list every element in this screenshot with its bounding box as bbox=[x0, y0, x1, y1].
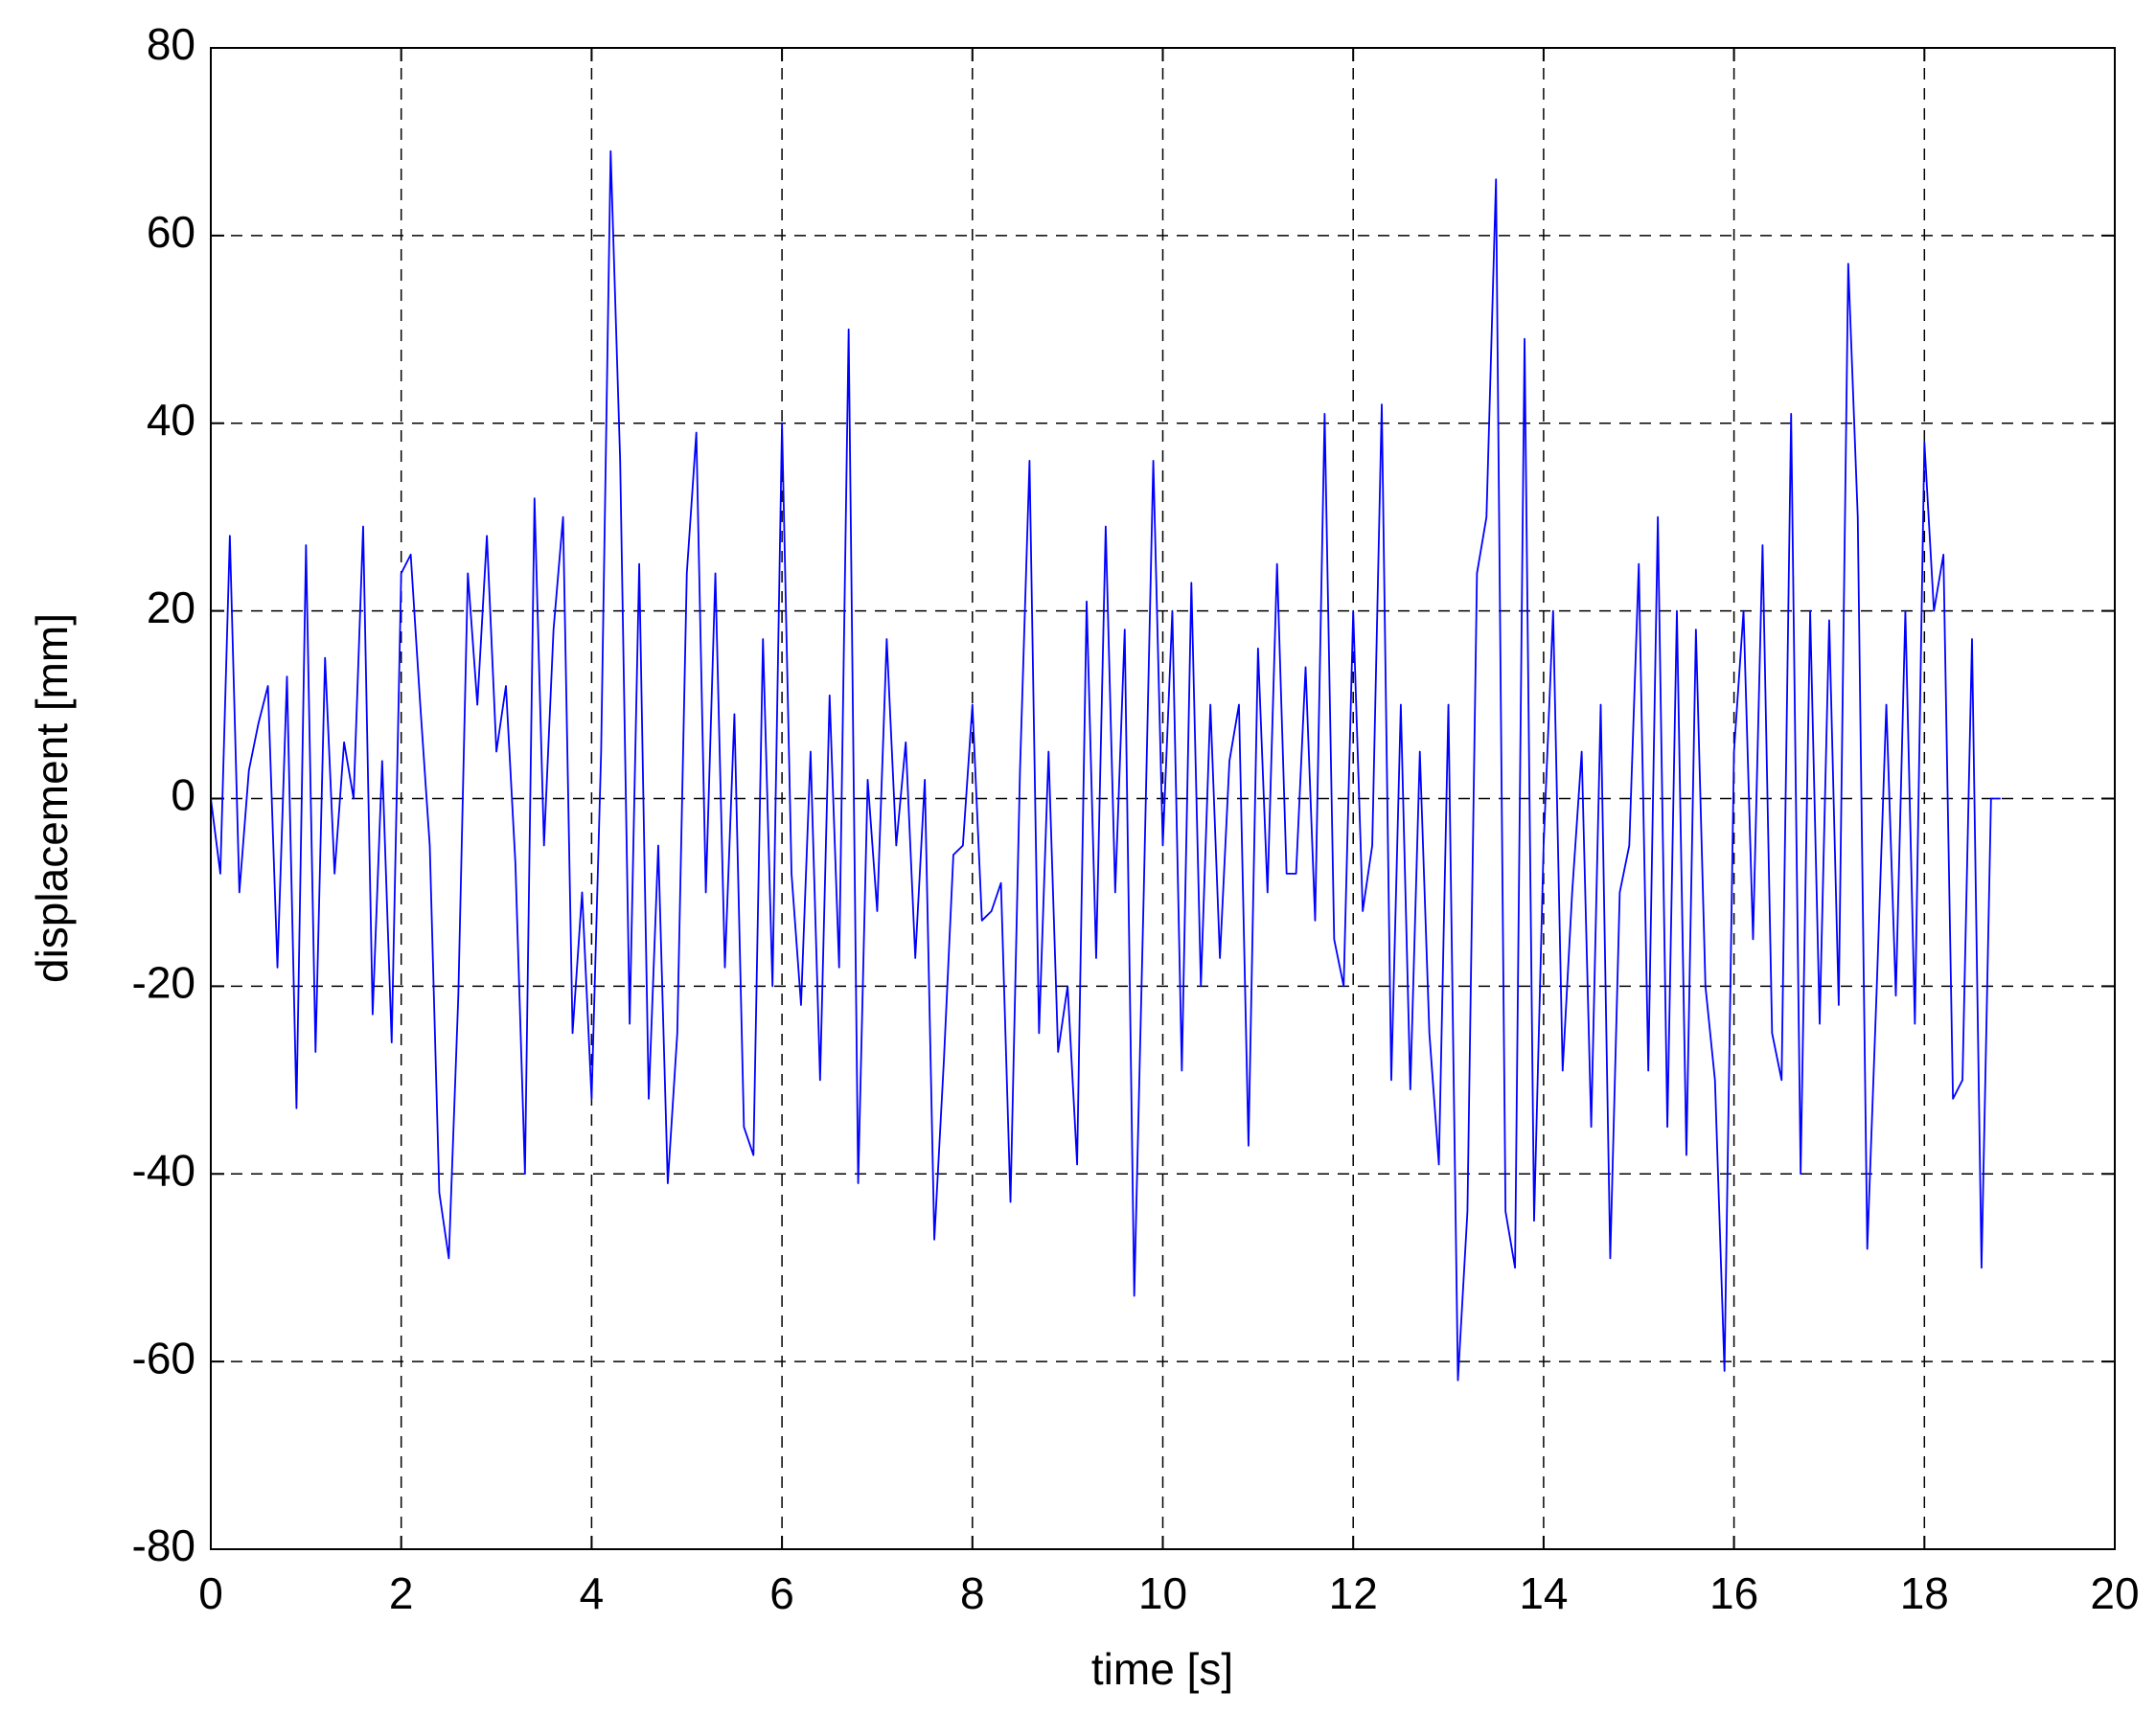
y-tick-label: -40 bbox=[132, 1145, 195, 1195]
x-tick-label: 16 bbox=[1709, 1568, 1758, 1618]
y-tick-label: 20 bbox=[147, 583, 195, 632]
y-tick-label: -60 bbox=[132, 1333, 195, 1383]
y-tick-label: 80 bbox=[147, 19, 195, 69]
x-tick-label: 2 bbox=[389, 1568, 414, 1618]
x-tick-label: 20 bbox=[2090, 1568, 2139, 1618]
x-tick-label: 14 bbox=[1519, 1568, 1568, 1618]
x-tick-label: 8 bbox=[960, 1568, 985, 1618]
plot-frame bbox=[210, 47, 2116, 1550]
x-tick-label: 6 bbox=[769, 1568, 794, 1618]
y-tick-label: 0 bbox=[171, 770, 195, 820]
x-tick-label: 10 bbox=[1138, 1568, 1187, 1618]
y-tick-label: -20 bbox=[132, 958, 195, 1008]
y-tick-label: -80 bbox=[132, 1520, 195, 1570]
x-tick-label: 4 bbox=[580, 1568, 605, 1618]
y-tick-label: 60 bbox=[147, 207, 195, 257]
data-line bbox=[210, 149, 2001, 1382]
x-tick-label: 12 bbox=[1329, 1568, 1378, 1618]
x-tick-label: 18 bbox=[1900, 1568, 1949, 1618]
x-axis-label: time [s] bbox=[1091, 1644, 1233, 1694]
x-tick-label: 0 bbox=[198, 1568, 223, 1618]
y-axis-label: displacement [mm] bbox=[27, 613, 77, 983]
y-tick-label: 40 bbox=[147, 395, 195, 445]
